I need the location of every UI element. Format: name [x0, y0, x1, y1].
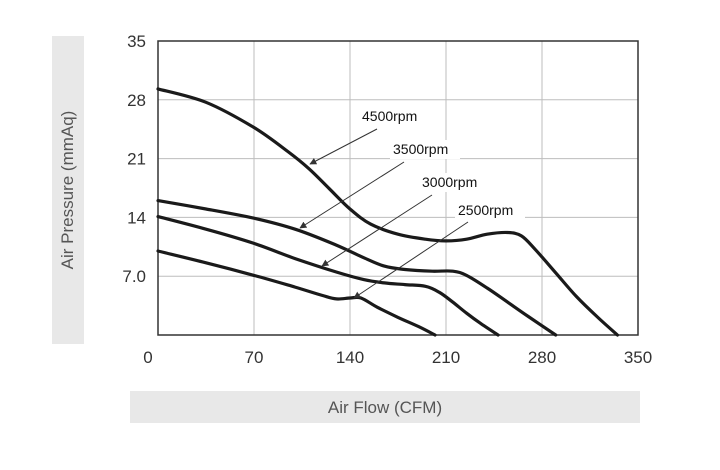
y-tick-label: 14 — [127, 208, 146, 227]
callout-label: 3500rpm — [393, 141, 448, 157]
series-lines — [156, 87, 619, 337]
series-line-3500rpm — [156, 199, 558, 337]
x-tick-label: 70 — [245, 348, 264, 367]
callout-background — [455, 201, 525, 220]
callout-arrow — [321, 194, 433, 267]
x-axis-title-band — [130, 391, 640, 423]
x-tick-label: 350 — [624, 348, 652, 367]
series-line-4500rpm — [156, 87, 619, 337]
callout-background — [390, 140, 460, 159]
x-tick-label: 210 — [432, 348, 460, 367]
series-line-3000rpm — [156, 215, 500, 337]
callout-label: 4500rpm — [362, 108, 417, 124]
callout-arrow — [299, 161, 405, 229]
series-line-2500rpm — [156, 249, 437, 337]
x-tick-label: 140 — [336, 348, 364, 367]
plot-frame — [157, 40, 639, 336]
x-tick-labels: 0 70 140 210 280 350 — [143, 348, 652, 367]
x-tick-label: 0 — [143, 348, 152, 367]
y-tick-label: 7.0 — [122, 267, 146, 286]
y-axis-title-band — [52, 36, 84, 344]
y-axis-title: Air Pressure (mmAq) — [58, 111, 77, 270]
series-callouts: 4500rpm 3500rpm 3000rpm 2500rpm — [299, 107, 525, 299]
y-tick-label: 28 — [127, 91, 146, 110]
grid — [157, 40, 639, 335]
callout-background — [359, 107, 429, 126]
y-tick-label: 21 — [127, 150, 146, 169]
callout-arrow — [309, 128, 378, 165]
callout-label: 2500rpm — [458, 202, 513, 218]
x-axis-title: Air Flow (CFM) — [328, 398, 442, 417]
callout-label: 3000rpm — [422, 174, 477, 190]
callout-arrow — [353, 221, 469, 299]
callout-background — [419, 173, 489, 192]
y-tick-labels: 35 28 21 14 7.0 — [122, 32, 146, 286]
x-tick-label: 280 — [528, 348, 556, 367]
y-tick-label: 35 — [127, 32, 146, 51]
